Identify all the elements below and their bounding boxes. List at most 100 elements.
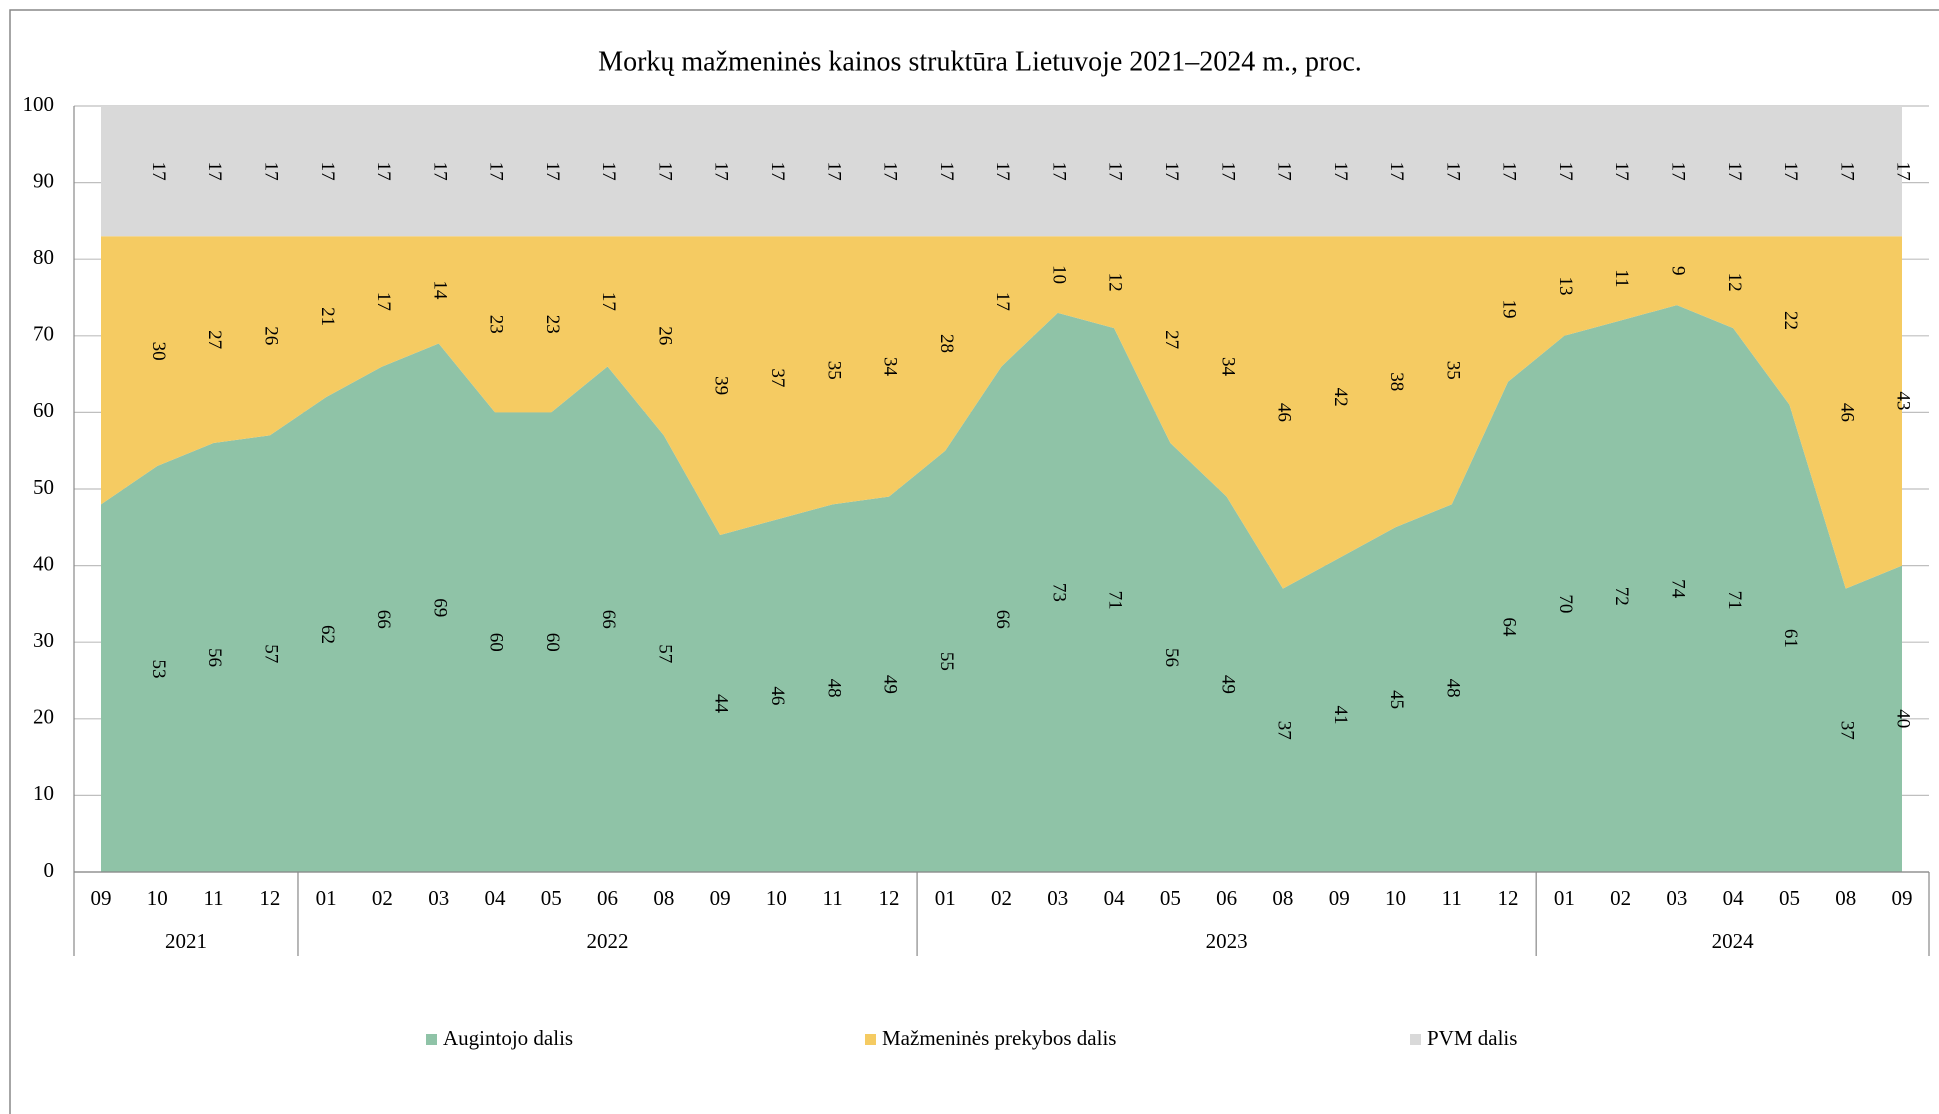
data-label: 57 bbox=[260, 644, 281, 663]
data-label: 17 bbox=[711, 162, 732, 181]
data-label: 35 bbox=[1442, 361, 1463, 380]
data-label: 74 bbox=[1668, 579, 1689, 599]
data-label: 66 bbox=[992, 610, 1013, 629]
data-label: 46 bbox=[1274, 403, 1295, 422]
y-tick-label: 20 bbox=[33, 705, 54, 729]
data-label: 71 bbox=[1105, 591, 1126, 610]
area bbox=[101, 106, 1902, 237]
data-label: 48 bbox=[823, 679, 844, 698]
x-tick-label: 10 bbox=[766, 886, 787, 910]
x-tick-label: 02 bbox=[1610, 886, 1631, 910]
x-tick-label: 04 bbox=[484, 886, 506, 910]
data-label: 17 bbox=[373, 162, 394, 181]
data-label: 73 bbox=[1048, 583, 1069, 602]
data-label: 17 bbox=[1105, 162, 1126, 181]
x-tick-label: 04 bbox=[1723, 886, 1745, 910]
data-label: 26 bbox=[654, 326, 675, 345]
data-label: 17 bbox=[1386, 162, 1407, 181]
x-tick-label: 09 bbox=[1329, 886, 1350, 910]
data-label: 17 bbox=[429, 162, 450, 181]
data-label: 64 bbox=[1499, 617, 1520, 637]
x-tick-label: 09 bbox=[91, 886, 112, 910]
data-label: 56 bbox=[1161, 648, 1182, 667]
x-tick-label: 11 bbox=[1442, 886, 1462, 910]
data-label: 17 bbox=[260, 162, 281, 181]
data-label: 17 bbox=[1893, 162, 1914, 181]
data-label: 17 bbox=[992, 292, 1013, 311]
data-label: 17 bbox=[148, 162, 169, 181]
legend-swatch bbox=[865, 1034, 876, 1045]
legend-label: Augintojo dalis bbox=[443, 1026, 573, 1050]
data-label: 42 bbox=[1330, 388, 1351, 407]
x-tick-label: 05 bbox=[541, 886, 562, 910]
data-label: 46 bbox=[1836, 403, 1857, 422]
data-label: 11 bbox=[1611, 269, 1632, 287]
data-label: 46 bbox=[767, 686, 788, 705]
data-label: 34 bbox=[1217, 357, 1238, 377]
group-label: 2023 bbox=[1206, 929, 1248, 953]
x-tick-label: 03 bbox=[428, 886, 449, 910]
y-tick-label: 40 bbox=[33, 551, 54, 575]
x-tick-label: 03 bbox=[1047, 886, 1068, 910]
data-label: 49 bbox=[1217, 675, 1238, 694]
data-label: 17 bbox=[317, 162, 338, 181]
data-label: 17 bbox=[1161, 162, 1182, 181]
x-tick-label: 01 bbox=[935, 886, 956, 910]
data-label: 30 bbox=[148, 342, 169, 361]
x-tick-label: 12 bbox=[878, 886, 899, 910]
y-tick-label: 50 bbox=[33, 475, 54, 499]
y-tick-label: 30 bbox=[33, 628, 54, 652]
data-label: 23 bbox=[486, 315, 507, 334]
x-tick-label: 09 bbox=[1892, 886, 1913, 910]
x-tick-label: 02 bbox=[372, 886, 393, 910]
data-label: 60 bbox=[542, 633, 563, 652]
x-tick-label: 12 bbox=[1498, 886, 1519, 910]
data-label: 17 bbox=[598, 162, 619, 181]
data-label: 56 bbox=[204, 648, 225, 667]
data-label: 41 bbox=[1330, 705, 1351, 724]
data-label: 21 bbox=[317, 307, 338, 326]
data-label: 17 bbox=[204, 162, 225, 181]
data-label: 61 bbox=[1780, 629, 1801, 648]
x-tick-label: 08 bbox=[1835, 886, 1856, 910]
y-tick-label: 80 bbox=[33, 245, 54, 269]
x-tick-label: 01 bbox=[1554, 886, 1575, 910]
y-tick-label: 10 bbox=[33, 781, 54, 805]
data-label: 10 bbox=[1048, 265, 1069, 284]
data-label: 17 bbox=[1668, 162, 1689, 181]
data-label: 45 bbox=[1386, 690, 1407, 709]
data-label: 44 bbox=[711, 694, 732, 714]
data-label: 43 bbox=[1893, 391, 1914, 410]
data-label: 14 bbox=[429, 280, 450, 300]
data-label: 17 bbox=[1274, 162, 1295, 181]
area bbox=[101, 236, 1902, 589]
data-label: 48 bbox=[1442, 679, 1463, 698]
data-label: 17 bbox=[1048, 162, 1069, 181]
data-label: 37 bbox=[767, 368, 788, 387]
data-label: 17 bbox=[1330, 162, 1351, 181]
data-label: 37 bbox=[1274, 721, 1295, 740]
data-label: 17 bbox=[542, 162, 563, 181]
legend-swatch bbox=[1410, 1034, 1421, 1045]
data-label: 66 bbox=[373, 610, 394, 629]
legend-label: Mažmeninės prekybos dalis bbox=[882, 1026, 1116, 1050]
data-label: 17 bbox=[373, 292, 394, 311]
data-label: 53 bbox=[148, 660, 169, 679]
data-label: 17 bbox=[1611, 162, 1632, 181]
data-label: 17 bbox=[992, 162, 1013, 181]
data-label: 27 bbox=[1161, 330, 1182, 349]
data-label: 12 bbox=[1105, 273, 1126, 292]
y-tick-label: 100 bbox=[23, 92, 55, 116]
data-label: 37 bbox=[1836, 721, 1857, 740]
data-label: 66 bbox=[598, 610, 619, 629]
frame bbox=[9, 9, 1939, 1114]
data-label: 69 bbox=[429, 598, 450, 617]
data-label: 40 bbox=[1893, 709, 1914, 728]
data-label: 55 bbox=[936, 652, 957, 671]
data-label: 9 bbox=[1668, 266, 1689, 276]
data-label: 17 bbox=[654, 162, 675, 181]
data-label: 17 bbox=[598, 292, 619, 311]
group-label: 2021 bbox=[165, 929, 207, 953]
data-label: 17 bbox=[1217, 162, 1238, 181]
x-tick-label: 10 bbox=[1385, 886, 1406, 910]
